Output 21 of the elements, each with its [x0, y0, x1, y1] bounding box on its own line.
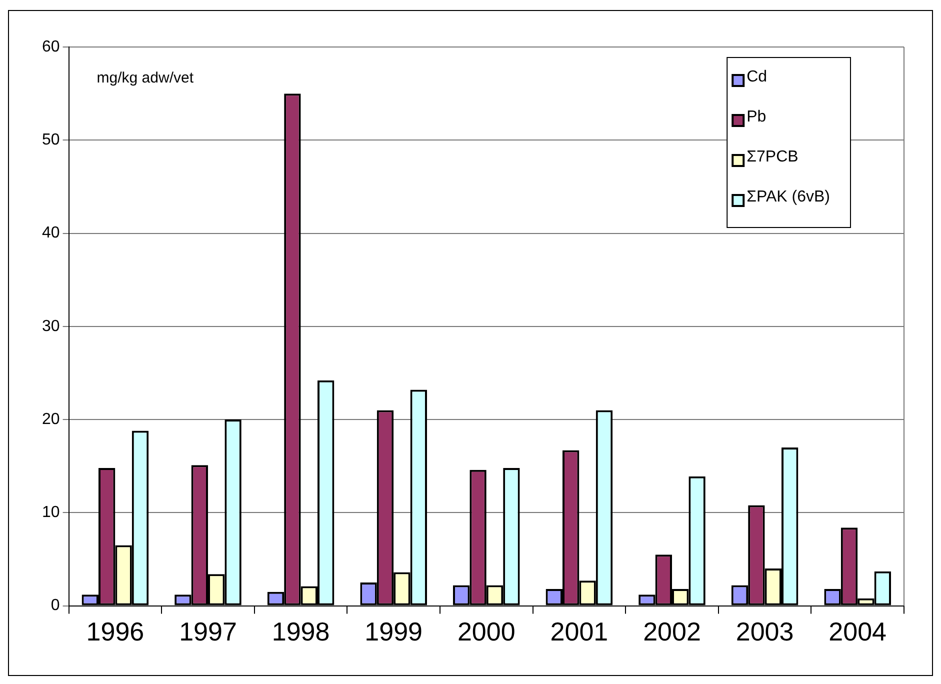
- y-tick-label: 40: [42, 224, 60, 242]
- y-tick-label: 0: [50, 597, 60, 614]
- x-tick-label: 2004: [828, 616, 887, 647]
- x-tick-label: 2003: [736, 616, 794, 647]
- y-tick-label: 30: [42, 318, 60, 335]
- x-tick-label: 1997: [179, 616, 237, 647]
- y-tick-label: 60: [42, 38, 60, 56]
- x-tick-label: 1998: [272, 616, 330, 647]
- legend-label: Σ7PCB: [746, 148, 798, 166]
- legend-label: Cd: [746, 68, 768, 86]
- y-axis-title: mg/kg adw/vet: [96, 70, 194, 87]
- x-tick-label: 1996: [86, 616, 144, 647]
- x-tick-label: 2001: [550, 616, 608, 647]
- y-tick-label: 50: [42, 132, 60, 149]
- legend-label: Pb: [746, 108, 766, 126]
- y-tick-label: 10: [42, 504, 60, 522]
- x-tick-label: 2002: [643, 616, 701, 647]
- legend-label: ΣPAK (6vB): [746, 188, 830, 206]
- y-tick-label: 20: [42, 410, 60, 428]
- x-tick-label: 2000: [457, 616, 516, 647]
- x-tick-label: 1999: [364, 616, 423, 647]
